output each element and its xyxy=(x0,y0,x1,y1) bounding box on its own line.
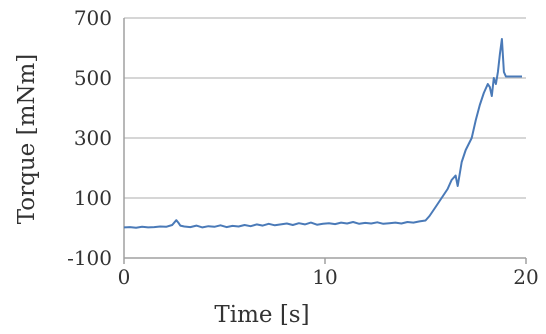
y-tick-labels: -100 100 300 500 700 xyxy=(67,6,112,270)
y-axis-title: Torque [mNm] xyxy=(14,54,40,225)
y-tick-label: 500 xyxy=(74,66,112,90)
series-layer xyxy=(123,38,522,229)
x-tick-label: 0 xyxy=(118,265,131,289)
grid-lines xyxy=(124,17,526,199)
y-tick-label: 300 xyxy=(74,126,112,150)
x-tick-labels: 0 10 20 xyxy=(118,265,539,289)
x-axis-title: Time [s] xyxy=(214,302,309,328)
y-tick-label: -100 xyxy=(67,246,112,270)
x-tick-label: 10 xyxy=(312,265,337,289)
axes xyxy=(123,18,527,264)
series-line-0 xyxy=(123,38,522,229)
y-tick-label: 700 xyxy=(74,6,112,30)
x-tick-label: 20 xyxy=(513,265,538,289)
y-tick-label: 100 xyxy=(74,186,112,210)
